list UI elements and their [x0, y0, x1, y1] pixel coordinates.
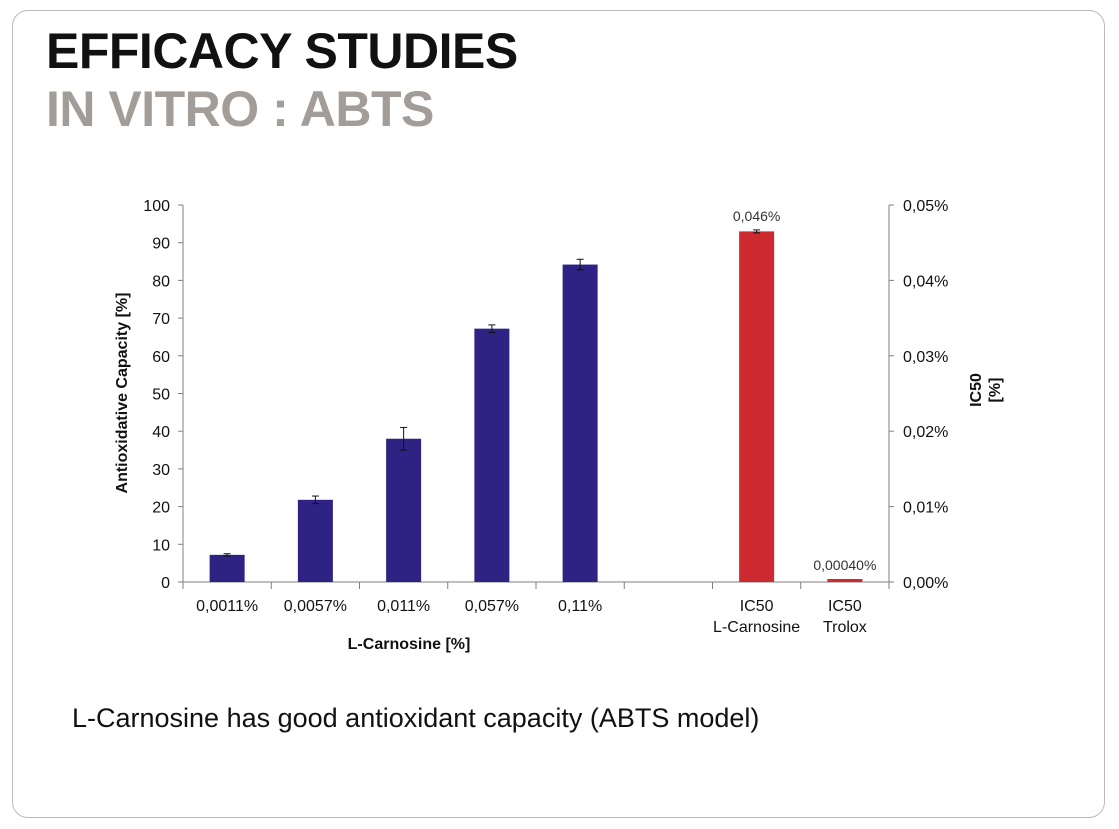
y-tick-label: 0 — [161, 575, 170, 592]
y2-tick-label: 0,04% — [903, 273, 948, 290]
slide-title: EFFICACY STUDIES — [46, 23, 518, 79]
bar — [297, 499, 333, 582]
x-tick-label: 0,0011% — [196, 598, 258, 615]
y2-tick-label: 0,00% — [903, 575, 948, 592]
x-axis-title: L-Carnosine [%] — [348, 636, 471, 653]
slide-subtitle: IN VITRO : ABTS — [46, 81, 434, 137]
y-tick-label: 50 — [152, 387, 170, 404]
slide-caption: L-Carnosine has good antioxidant capacit… — [72, 703, 760, 733]
x-tick-label: 0,057% — [465, 598, 519, 615]
y-tick-label: 30 — [152, 462, 170, 479]
x-tick-label: 0,011% — [377, 598, 430, 615]
y2-tick-label: 0,05% — [903, 198, 948, 215]
y-tick-label: 90 — [152, 236, 170, 253]
x-tick-label: 0,11% — [558, 598, 602, 615]
y2-axis-title: IC50 — [968, 373, 985, 407]
y2-tick-label: 0,03% — [903, 349, 948, 366]
y-tick-label: 70 — [152, 311, 170, 328]
x-tick-label: IC50 — [740, 598, 774, 615]
chart-axes — [178, 204, 894, 589]
y-axis-title: Antioxidative Capacity [%] — [114, 293, 131, 494]
y-tick-label: 20 — [152, 500, 170, 517]
data-label: 0,046% — [733, 208, 780, 224]
y-tick-label: 80 — [152, 273, 170, 290]
x-tick-label: IC50 — [828, 598, 862, 615]
y2-axis-title: [%] — [987, 378, 1004, 403]
bar — [739, 231, 775, 582]
y-tick-label: 60 — [152, 349, 170, 366]
bar — [386, 438, 422, 582]
chart-labels: 0 10 20 30 40 50 60 70 80 90 100 0,00% 0,01% 0,02% 0,0… — [114, 198, 1004, 653]
y-tick-label: 100 — [143, 198, 170, 215]
x-tick-label: L-Carnosine — [713, 619, 800, 636]
y2-tick-label: 0,02% — [903, 424, 948, 441]
bar — [827, 578, 863, 582]
slide-frame — [12, 10, 1105, 818]
data-label: 0,00040% — [813, 557, 876, 573]
y2-tick-label: 0,01% — [903, 500, 948, 517]
bar — [209, 554, 245, 582]
chart-bars — [209, 229, 863, 582]
bar — [562, 264, 598, 582]
x-tick-label: Trolox — [823, 619, 867, 636]
y-tick-label: 40 — [152, 424, 170, 441]
bar — [474, 328, 510, 582]
y-tick-label: 10 — [152, 537, 170, 554]
x-tick-label: 0,0057% — [284, 598, 347, 615]
